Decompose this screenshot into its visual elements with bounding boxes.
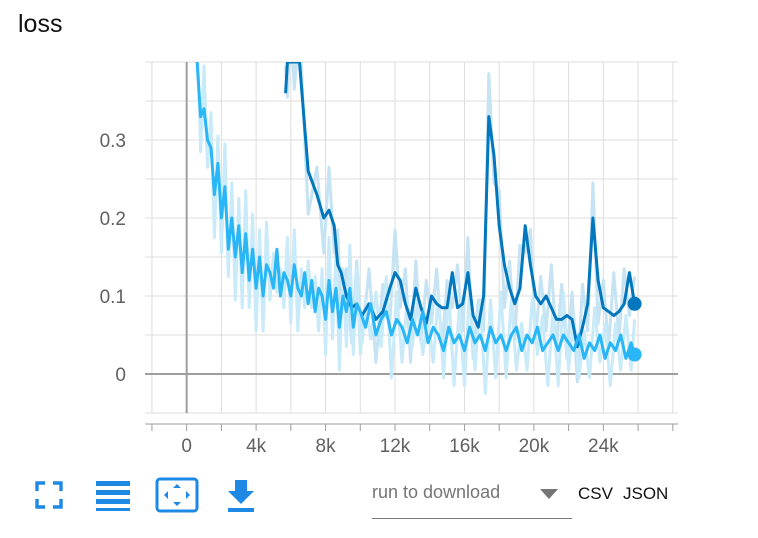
chart-axes [145,62,678,431]
download-button[interactable] [218,474,264,516]
chart-toolbar [0,470,758,530]
series-0-end-marker [627,296,642,311]
x-tick-label: 20k [519,436,550,457]
series-1-line [195,62,637,360]
fullscreen-button[interactable] [26,474,72,516]
fullscreen-icon [35,481,63,509]
dropdown-arrow-icon [540,489,558,499]
y-tick-label: 0 [115,365,126,386]
x-tick-label: 16k [449,436,480,457]
smoothed-series-lines [195,62,637,360]
x-tick-label: 8k [316,436,337,457]
y-tick-label: 0.1 [100,287,126,308]
run-download-select[interactable]: run to download [372,476,572,519]
toggle-y-log-button[interactable] [90,474,136,516]
json-link[interactable]: JSON [623,484,669,503]
chart-title: loss [18,10,63,38]
x-tick-label: 4k [246,436,267,457]
y-tick-label: 0.3 [100,131,126,152]
fit-domain-icon [155,477,199,513]
loss-chart[interactable]: 0 4k 8k 12k 16k 20k 24k 0 0.1 0.2 0.3 [0,0,758,470]
fit-domain-button[interactable] [154,474,200,516]
series-1-raw-line [196,62,637,395]
x-tick-label: 0 [181,436,192,457]
tick-labels: 0 4k 8k 12k 16k 20k 24k 0 0.1 0.2 0.3 [100,131,620,457]
y-tick-label: 0.2 [100,209,126,230]
series-1-end-marker [627,347,642,362]
x-tick-label: 12k [380,436,411,457]
series-0-line [284,62,637,349]
series-end-markers [627,296,642,362]
csv-link[interactable]: CSV [578,484,613,503]
run-download-placeholder: run to download [372,482,501,502]
download-icon [228,480,254,512]
x-tick-label: 24k [588,436,619,457]
list-icon [96,481,130,511]
